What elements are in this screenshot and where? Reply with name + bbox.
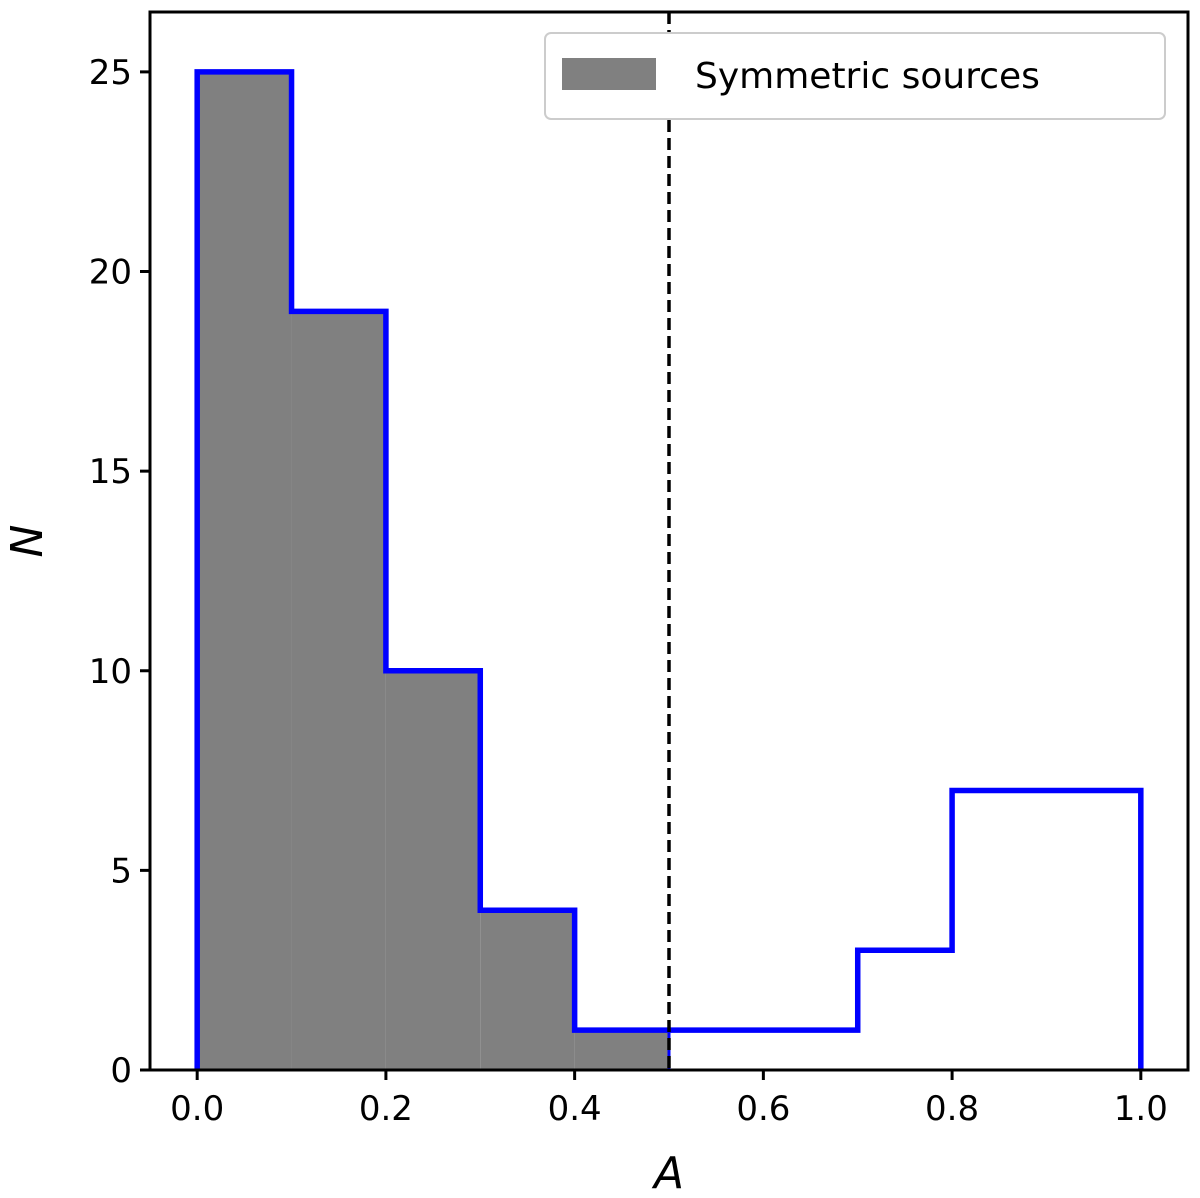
x-tick-label: 0.2 — [359, 1089, 413, 1129]
histogram-bar — [291, 311, 386, 1070]
step-histogram-line — [194, 69, 1144, 1070]
x-tick-label: 1.0 — [1114, 1089, 1168, 1129]
legend: Symmetric sources — [544, 32, 1166, 120]
y-tick-label: 25 — [89, 53, 132, 93]
legend-box — [544, 32, 1166, 120]
y-tick-label: 20 — [89, 253, 132, 293]
histogram-bar — [480, 910, 575, 1070]
x-tick-label: 0.4 — [548, 1089, 602, 1129]
y-tick-label: 10 — [89, 652, 132, 692]
y-tick-label: 0 — [110, 1051, 132, 1091]
x-tick-label: 0.0 — [170, 1089, 224, 1129]
legend-swatch — [562, 58, 656, 90]
legend-entry-label: Symmetric sources — [695, 56, 1040, 97]
filled-bars-layer — [195, 70, 671, 1071]
x-tick-label: 0.8 — [925, 1089, 979, 1129]
histogram-bar — [574, 1030, 669, 1070]
histogram-bar — [385, 670, 481, 1070]
y-axis-ticks: 0 5 10 15 20 25 — [89, 53, 150, 1091]
x-axis-ticks: 0.0 0.2 0.4 0.6 0.8 1.0 — [170, 1070, 1168, 1129]
x-tick-label: 0.6 — [736, 1089, 790, 1129]
histogram-bar — [197, 71, 292, 1071]
y-tick-label: 5 — [110, 851, 132, 891]
y-axis-label: N — [2, 525, 53, 558]
plot-frame — [148, 10, 1190, 1072]
y-tick-label: 15 — [89, 452, 132, 492]
x-axis-label: A — [651, 1148, 684, 1198]
step-outline-layer — [194, 69, 1144, 1070]
